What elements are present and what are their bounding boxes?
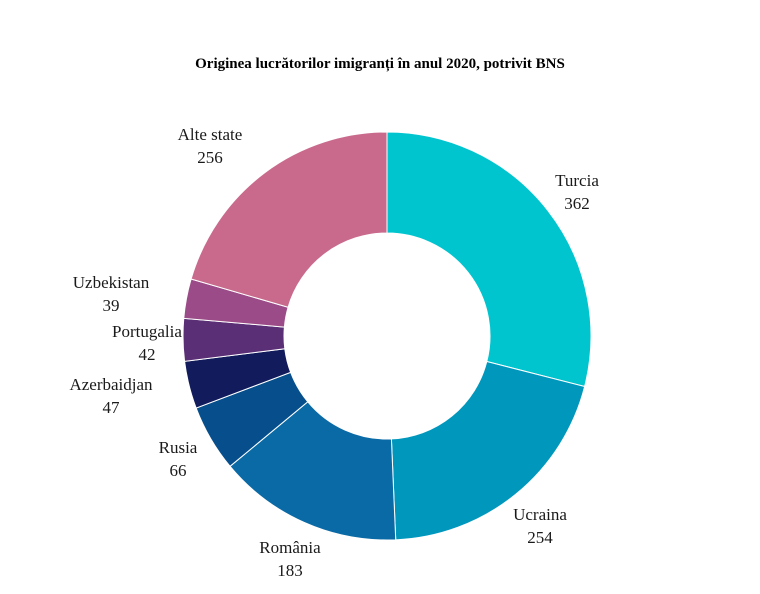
chart-title: Originea lucrătorilor imigranți în anul … <box>195 56 565 72</box>
category-label: Turcia <box>555 171 599 190</box>
slice-alte-state <box>190 131 388 308</box>
category-label: Ucraina <box>513 505 567 524</box>
category-label: Rusia <box>159 438 198 457</box>
slice-ucraina <box>390 360 586 541</box>
category-label: România <box>259 538 321 557</box>
value-label: 362 <box>564 194 590 213</box>
slice-turcia <box>386 131 592 388</box>
category-label: Portugalia <box>112 322 182 341</box>
value-label: 42 <box>139 345 156 364</box>
value-label: 254 <box>527 528 553 547</box>
value-label: 39 <box>103 296 120 315</box>
value-label: 183 <box>277 561 303 580</box>
value-label: 66 <box>170 461 187 480</box>
category-label: Azerbaidjan <box>69 375 153 394</box>
category-label: Alte state <box>178 125 243 144</box>
value-label: 256 <box>197 148 223 167</box>
value-label: 47 <box>103 398 121 417</box>
category-label: Uzbekistan <box>73 273 150 292</box>
